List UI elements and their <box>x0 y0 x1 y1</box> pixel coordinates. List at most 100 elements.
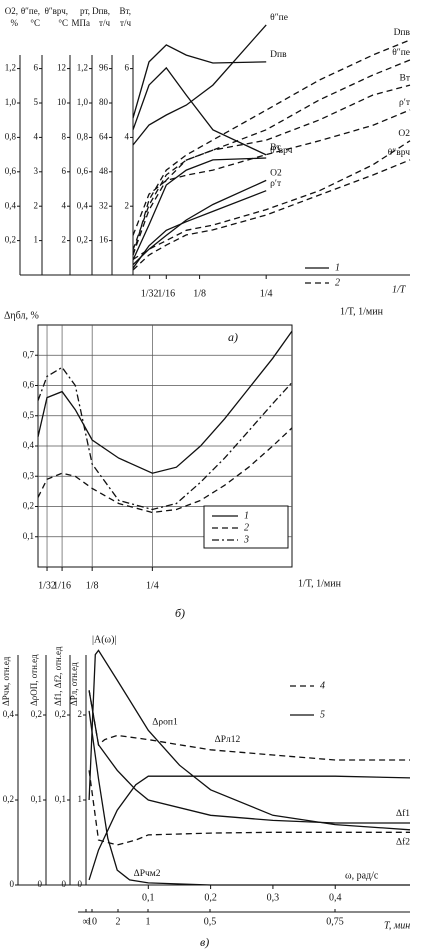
curve <box>132 44 267 119</box>
y-tick-label: 10 <box>57 97 67 107</box>
legend-label: 3 <box>243 534 249 545</box>
amplitude-label: |A(ω)| <box>92 634 116 645</box>
y-tick-label: 0,6 <box>23 380 35 390</box>
y-tick-label: 0,7 <box>23 349 35 359</box>
curve-label: ρ′т <box>399 98 411 108</box>
y-tick-label: 0,2 <box>77 235 88 245</box>
y-tick-label: 0 <box>78 879 83 889</box>
y-tick-label: 96 <box>99 63 109 73</box>
axis-title: pт, МПа <box>72 6 91 28</box>
x2-tick-label: 0,5 <box>204 916 217 927</box>
curve <box>88 770 410 846</box>
y-tick-label: 1 <box>78 794 83 804</box>
y-tick-label: 0,2 <box>5 235 16 245</box>
y-tick-label: 0,1 <box>23 531 34 541</box>
y-tick-label: 0 <box>10 879 15 889</box>
curve-label: Dпв <box>394 28 411 38</box>
y-tick-label: 0,2 <box>55 709 66 719</box>
y-tick-label: 4 <box>62 200 67 210</box>
y-tick-label: 1 <box>34 235 39 245</box>
x-axis-title: ω, рад/с <box>345 870 379 881</box>
curve-label: Δf2 <box>396 836 410 847</box>
curve-label: Δf1 <box>396 808 410 819</box>
x-tick-label: 0,3 <box>267 892 280 903</box>
x-tick-label: 1/16 <box>157 288 175 299</box>
curve-label: ρ′т <box>270 179 282 189</box>
caption: б) <box>175 606 185 620</box>
x-tick-label: 0,1 <box>142 892 155 903</box>
y-tick-label: 0,4 <box>3 709 15 719</box>
legend-label: 5 <box>320 709 325 720</box>
curve <box>132 190 267 269</box>
curve-label: O2 <box>398 129 410 139</box>
axis-title: Bт, т/ч <box>119 6 131 28</box>
y-tick-label: 0,4 <box>77 200 89 210</box>
caption: а) <box>228 330 238 344</box>
y-tick-label: 3 <box>34 166 39 176</box>
y-tick-label: 6 <box>125 63 130 73</box>
y-tick-label: 1,2 <box>77 63 88 73</box>
x-tick-label: 0,2 <box>204 892 217 903</box>
curve <box>37 366 293 511</box>
curve-label: θ″врч <box>388 148 411 158</box>
y-tick-label: 64 <box>99 131 109 141</box>
caption: в) <box>200 935 209 949</box>
y-tick-label: 8 <box>62 131 67 141</box>
x-tick-label: 1/8 <box>86 580 99 591</box>
curve <box>88 649 411 831</box>
y-tick-label: 0,6 <box>77 166 89 176</box>
legend-label: 2 <box>244 522 249 533</box>
x-tick-label: 1/8 <box>193 288 206 299</box>
y-tick-label: 32 <box>99 200 108 210</box>
axis-title: Δηбл, % <box>4 310 39 321</box>
curve-label: ΔPл12 <box>215 735 241 745</box>
axis-title: ΔPл, отн.ед <box>69 662 79 706</box>
y-tick-label: 0,5 <box>23 410 35 420</box>
curve <box>88 710 410 886</box>
y-tick-label: 0,8 <box>77 131 89 141</box>
y-tick-label: 0 <box>38 879 43 889</box>
y-tick-label: 0,6 <box>5 166 17 176</box>
curve <box>132 157 267 261</box>
x-tick-label: 1/16 <box>53 580 71 591</box>
legend-box <box>203 505 289 549</box>
curve <box>132 66 267 156</box>
x-tick-label: 0,4 <box>329 892 342 903</box>
y-tick-label: 0,4 <box>23 440 35 450</box>
y-tick-label: 0,2 <box>23 501 34 511</box>
curve <box>132 84 411 251</box>
legend-label: 2 <box>335 277 340 288</box>
y-tick-label: 0,2 <box>3 794 14 804</box>
y-tick-label: 4 <box>125 131 130 141</box>
curve-label: ΔPчм2 <box>134 869 161 879</box>
y-tick-label: 2 <box>78 709 83 719</box>
annotation: 1/T <box>392 284 407 295</box>
curve-label: Dпв <box>270 50 287 60</box>
y-tick-label: 0,1 <box>31 794 42 804</box>
y-tick-label: 0,2 <box>31 709 42 719</box>
curve-label: Δρоп1 <box>152 717 178 727</box>
y-tick-label: 0,4 <box>5 200 17 210</box>
curve <box>132 140 411 261</box>
x-axis-title: 1/T, 1/мин <box>340 306 384 317</box>
x2-tick-label: 2 <box>116 916 121 927</box>
curve-label: θ″пе <box>270 13 288 23</box>
y-tick-label: 0,3 <box>23 470 35 480</box>
y-tick-label: 1,2 <box>5 63 16 73</box>
y-tick-label: 1,0 <box>77 97 89 107</box>
x2-tick-label: 1 <box>146 916 151 927</box>
y-tick-label: 80 <box>99 97 109 107</box>
y-tick-label: 5 <box>34 97 39 107</box>
y-tick-label: 1,0 <box>5 97 17 107</box>
y-tick-label: 4 <box>34 131 39 141</box>
curve <box>88 775 411 881</box>
axis-title: O2,% <box>5 6 19 28</box>
x2-tick-label: 0,75 <box>326 916 344 927</box>
y-tick-label: 6 <box>34 63 39 73</box>
legend-label: 1 <box>335 262 340 273</box>
x-tick-label: 1/32 <box>141 288 159 299</box>
y-tick-label: 0 <box>62 879 67 889</box>
y-tick-label: 48 <box>99 166 109 176</box>
y-tick-label: 0,8 <box>5 131 17 141</box>
